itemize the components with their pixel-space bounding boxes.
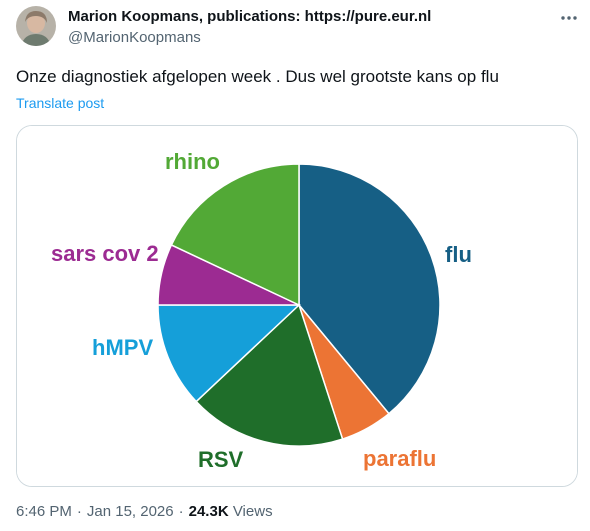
tweet-date[interactable]: Jan 15, 2026	[86, 503, 174, 520]
more-horizontal-icon	[561, 16, 577, 20]
author-name[interactable]: Marion Koopmans, publications: https://p…	[68, 8, 432, 25]
pie-label-paraflu: paraflu	[363, 446, 436, 471]
meta-separator: ·	[76, 503, 82, 520]
pie-label-rsv: RSV	[198, 447, 244, 472]
pie-label-hmpv: hMPV	[92, 335, 153, 360]
media-card[interactable]: flu paraflu RSV hMPV sars cov 2 rhino	[16, 125, 578, 487]
pie-label-rhino: rhino	[165, 149, 220, 174]
pie-slice-flu	[298, 163, 441, 415]
meta-separator: ·	[178, 503, 184, 520]
views-count: 24.3K	[188, 503, 229, 520]
tweet-text: Onze diagnostiek afgelopen week . Dus we…	[16, 67, 499, 86]
pie-label-sars-cov-2: sars cov 2	[51, 241, 159, 266]
more-button[interactable]	[552, 4, 586, 32]
avatar[interactable]	[16, 6, 56, 46]
pie-slice-hmpv	[157, 304, 301, 403]
translate-post-link[interactable]: Translate post	[16, 95, 105, 111]
tweet-time[interactable]: 6:46 PM	[16, 503, 72, 520]
author-handle[interactable]: @MarionKoopmans	[68, 29, 201, 46]
pie-slice-rhino	[170, 163, 300, 307]
pie-chart: flu paraflu RSV hMPV sars cov 2 rhino	[17, 126, 577, 486]
views-label: Views	[232, 503, 273, 520]
tweet-meta: 6:46 PM · Jan 15, 2026 · 24.3K Views	[16, 503, 273, 520]
pie-label-flu: flu	[445, 242, 472, 267]
pie-slice-rsv	[195, 303, 344, 447]
